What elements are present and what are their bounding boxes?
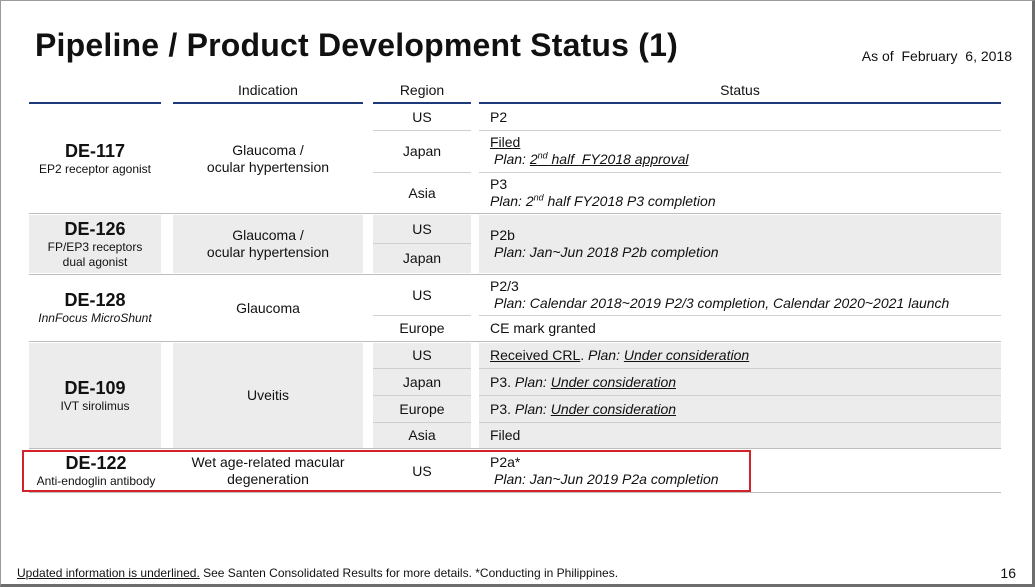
product-subtitle: InnFocus MicroShunt [38, 311, 152, 325]
product-divider [29, 448, 1001, 449]
region-cell: Japan [373, 244, 471, 273]
status-text: Filed [490, 427, 521, 443]
status-text: P3. Plan: Under consideration [490, 400, 677, 417]
region-cell: Europe [373, 396, 471, 422]
status-text: P3. Plan: Under consideration [490, 373, 677, 390]
row-divider [373, 172, 471, 173]
region-cell: Asia [408, 184, 436, 201]
region-cell: Japan [402, 142, 442, 159]
row-divider [479, 315, 1001, 316]
status-cell: Received CRL. Plan: Under consideration [479, 343, 1001, 368]
status-cell: P2 [479, 105, 1001, 129]
row-divider [373, 368, 471, 369]
product-code: DE-122 [65, 453, 127, 473]
status-cell: Filed Plan: 2nd half FY2018 approval [479, 131, 1001, 171]
product-code: DE-126 [64, 218, 126, 239]
product-subtitle: Anti-endoglin antibody [36, 474, 156, 488]
indication-line: degeneration [227, 471, 309, 487]
indication-line: ocular hypertension [206, 244, 330, 260]
status-cell: P3. Plan: Under consideration [479, 396, 1001, 422]
row-divider [479, 395, 1001, 396]
product-cell-de126: DE-126 FP/EP3 receptors dual agonist [29, 215, 161, 273]
status-text: Filed [490, 134, 521, 150]
indication-cell-de126: Glaucoma / ocular hypertension [173, 215, 363, 273]
plan-text: Plan: Jan~Jun 2018 P2b completion [494, 244, 719, 260]
header-region: Region [399, 82, 445, 98]
row-divider [479, 130, 1001, 131]
indication-line: Glaucoma / [232, 227, 304, 243]
as-of-value: February 6, 2018 [901, 48, 1012, 64]
as-of-date: As of February 6, 2018 [862, 48, 1012, 64]
status-cell: P2/3 Plan: Calendar 2018~2019 P2/3 compl… [479, 276, 1001, 314]
header-rule-status [479, 102, 1001, 104]
status-text: P2 [490, 108, 508, 125]
status-text: P2b [490, 227, 515, 243]
row-divider [479, 368, 1001, 369]
product-divider [29, 492, 1001, 493]
row-divider [373, 315, 471, 316]
status-cell: P3. Plan: Under consideration [479, 369, 1001, 395]
plan-text: Plan: Calendar 2018~2019 P2/3 completion… [494, 295, 950, 311]
status-cell: P2b Plan: Jan~Jun 2018 P2b completion [479, 215, 1001, 273]
status-cell: CE mark granted [479, 316, 1001, 341]
status-cell: P2a* Plan: Jan~Jun 2019 P2a completion [479, 452, 749, 490]
status-cell: Filed [479, 423, 1001, 448]
indication-line: Glaucoma / [232, 142, 304, 158]
product-code: DE-109 [64, 377, 126, 398]
row-divider [479, 422, 1001, 423]
indication-line: ocular hypertension [206, 159, 330, 175]
product-subtitle: IVT sirolimus [60, 398, 130, 413]
product-subtitle: FP/EP3 receptors [47, 239, 143, 254]
product-code: DE-128 [64, 290, 126, 310]
region-cell: US [373, 343, 471, 368]
plan-text: Plan: 2nd half FY2018 approval [494, 150, 689, 167]
status-text: P2a* [490, 454, 521, 470]
region-cell: Japan [373, 369, 471, 395]
indication-cell-de109: Uveitis [173, 343, 363, 448]
header-status: Status [720, 82, 760, 98]
highlight-box [22, 450, 751, 492]
product-cell-de109: DE-109 IVT sirolimus [29, 343, 161, 448]
status-text: P3 [490, 176, 508, 192]
page-title: Pipeline / Product Development Status (1… [35, 27, 678, 63]
row-divider [373, 422, 471, 423]
row-divider [373, 243, 471, 244]
plan-text: Plan: Jan~Jun 2019 P2a completion [494, 471, 719, 487]
row-divider [479, 172, 1001, 173]
page-number: 16 [1000, 565, 1016, 581]
status-text: P2/3 [490, 278, 519, 294]
status-text: Received CRL. Plan: Under consideration [490, 347, 750, 363]
row-divider [373, 395, 471, 396]
header-indication: Indication [238, 82, 298, 98]
status-text: CE mark granted [490, 320, 596, 336]
plan-text: Plan: 2nd half FY2018 P3 completion [490, 192, 716, 209]
header-rule-region [373, 102, 471, 104]
indication-cell-de128: Glaucoma [236, 299, 300, 316]
product-subtitle: dual agonist [62, 254, 128, 269]
product-divider [29, 274, 1001, 275]
indication-cell-de122: Wet age-related macular degeneration [173, 452, 363, 490]
region-cell: Europe [399, 320, 445, 336]
region-cell: US [412, 108, 432, 125]
as-of-label: As of [861, 48, 894, 64]
region-cell: US [412, 462, 432, 479]
product-subtitle: EP2 receptor agonist [38, 162, 152, 176]
product-cell-de122: DE-122 Anti-endoglin antibody [24, 452, 168, 490]
header-rule-indication [173, 102, 363, 104]
indication-cell-de117: Glaucoma / ocular hypertension [173, 105, 363, 213]
region-cell: US [373, 215, 471, 243]
region-cell: US [412, 286, 432, 303]
status-cell: P3 Plan: 2nd half FY2018 P3 completion [479, 173, 1001, 213]
product-divider [29, 341, 1001, 342]
product-cell-de117: DE-117 EP2 receptor agonist [29, 105, 161, 213]
row-divider [373, 130, 471, 131]
product-divider [29, 213, 1001, 214]
header-rule-product [29, 102, 161, 104]
indication-line: Wet age-related macular [191, 454, 345, 470]
product-code: DE-117 [64, 141, 126, 161]
product-cell-de128: DE-128 InnFocus MicroShunt [29, 276, 161, 340]
footer-note: Updated information is underlined. See S… [17, 566, 619, 580]
region-cell: Asia [373, 423, 471, 448]
